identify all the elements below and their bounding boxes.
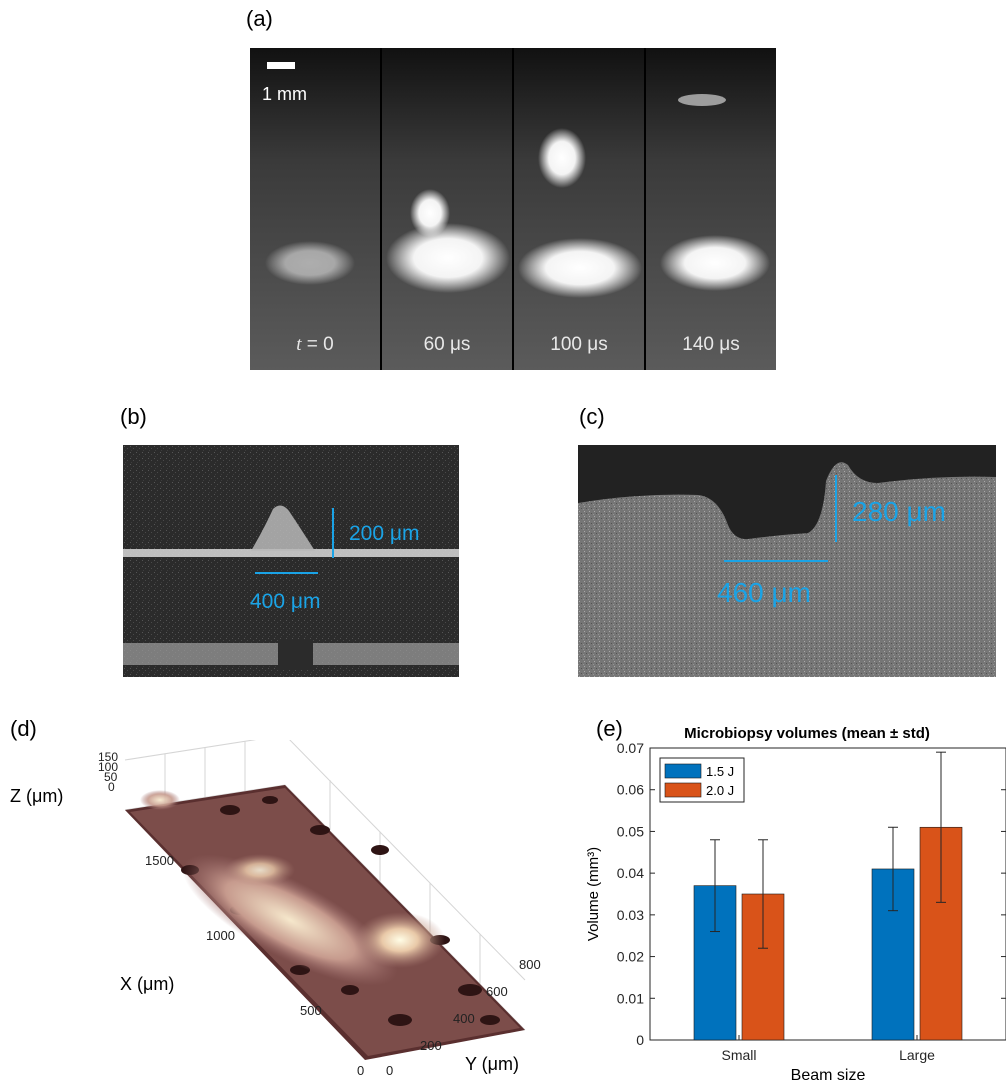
y-tick-label: 0.03 <box>617 907 644 923</box>
y-tick-label: 0.01 <box>617 990 644 1006</box>
y-axis-ticks: 0 200 400 600 800 <box>386 957 541 1078</box>
y-tick-label: 0.02 <box>617 949 644 965</box>
y-tick-label: 0.05 <box>617 823 644 839</box>
width-measure-label: 400 μm <box>250 590 321 613</box>
z-tick: 100 <box>98 760 118 774</box>
z-axis-label: Z (μm) <box>10 786 63 806</box>
z-tick: 50 <box>104 770 118 784</box>
frame-time-label: 140 μs <box>682 334 740 355</box>
height-measure-label: 200 μm <box>349 522 420 545</box>
z-tick: 150 <box>98 750 118 764</box>
y-tick: 600 <box>486 984 508 999</box>
scale-bar-label: 1 mm <box>262 84 307 104</box>
width-measure-label: 460 μm <box>717 577 811 608</box>
legend-label: 1.5 J <box>706 764 734 779</box>
oct-image-b: 200 μm 400 μm <box>123 445 459 677</box>
y-tick-label: 0 <box>636 1032 644 1048</box>
panel-b-label: (b) <box>120 404 147 429</box>
y-axis-label: Y (μm) <box>465 1054 519 1074</box>
frame-time-label: t = 0 <box>296 334 334 355</box>
y-tick-label: 0.04 <box>617 865 644 881</box>
high-speed-image-sequence: 1 mm t = 0 60 μs 100 μs 140 μs <box>250 48 776 370</box>
frame-time-label: 60 μs <box>423 334 471 355</box>
surface-plot-3d: 150 100 50 0 1500 1000 500 0 0 200 400 6… <box>10 740 541 1078</box>
z-axis-ticks: 150 100 50 0 <box>98 750 118 794</box>
y-tick: 0 <box>386 1063 393 1078</box>
x-tick: 1000 <box>206 928 235 943</box>
x-tick: 1500 <box>145 853 174 868</box>
y-axis-ticks: 0 0.01 0.02 0.03 0.04 0.05 0.06 0.07 <box>617 740 1006 1048</box>
x-tick-label: Large <box>899 1047 935 1063</box>
chart-title: Microbiopsy volumes (mean ± std) <box>684 725 930 742</box>
legend-swatch <box>664 782 702 798</box>
panel-e-label: (e) <box>596 716 623 741</box>
x-axis-label: X (μm) <box>120 974 174 994</box>
z-tick: 0 <box>108 780 115 794</box>
legend-label: 2.0 J <box>706 783 734 798</box>
volume-bar-chart: Microbiopsy volumes (mean ± std) 0 0.01 0.… <box>585 725 1006 1084</box>
bar <box>741 893 785 1041</box>
oct-cross-section-b <box>123 445 459 677</box>
chart-legend: 1.5 J 2.0 J <box>659 757 745 803</box>
oct-cross-section-c <box>578 445 996 677</box>
oct-image-c: 280 μm 460 μm <box>578 445 996 677</box>
y-axis-label: Volume (mm³) <box>585 847 602 941</box>
x-axis-ticks: 1500 1000 500 0 <box>145 853 364 1078</box>
frame-time-label: 100 μs <box>550 334 608 355</box>
y-tick: 400 <box>453 1011 475 1026</box>
y-tick: 200 <box>420 1038 442 1053</box>
x-axis-label: Beam size <box>791 1067 866 1084</box>
panel-a-label: (a) <box>246 6 273 31</box>
x-axis-ticks: Small Large <box>721 1035 935 1063</box>
panel-c-label: (c) <box>579 404 605 429</box>
y-tick: 800 <box>519 957 541 972</box>
bars <box>693 751 963 1041</box>
high-speed-frames-graphic <box>250 48 776 370</box>
panel-d-label: (d) <box>10 716 37 741</box>
x-tick-label: Small <box>721 1047 756 1063</box>
y-tick-label: 0.06 <box>617 782 644 798</box>
y-tick-label: 0.07 <box>617 740 644 756</box>
height-measure-label: 280 μm <box>852 496 946 527</box>
x-tick: 500 <box>300 1003 322 1018</box>
legend-swatch <box>664 763 702 779</box>
x-tick: 0 <box>357 1063 364 1078</box>
